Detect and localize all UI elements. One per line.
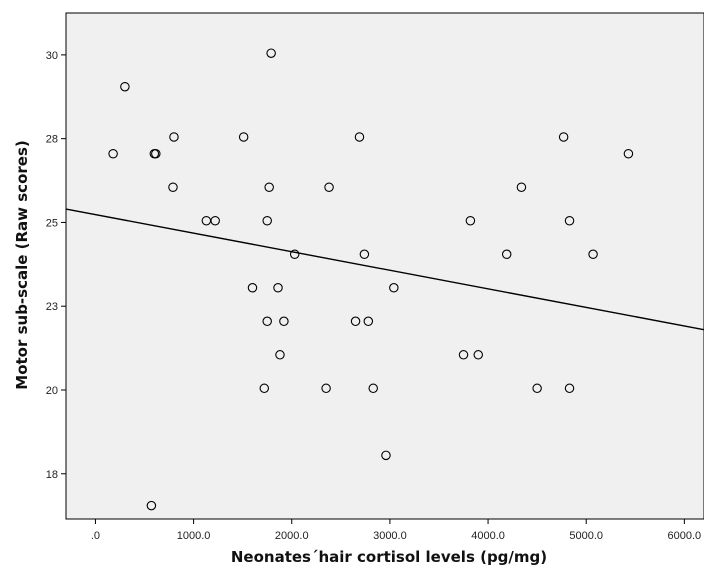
data-point	[473, 350, 483, 360]
x-axis-title: Neonates´hair cortisol levels (pg/mg)	[231, 548, 547, 566]
data-point	[275, 350, 285, 360]
data-point	[169, 132, 179, 142]
data-point	[168, 182, 178, 193]
data-point	[324, 182, 334, 193]
y-axis: 18 20 23 25 28 30	[46, 50, 66, 481]
data-point	[210, 216, 220, 226]
data-point	[259, 383, 270, 394]
data-point	[532, 383, 542, 394]
y-tick-label: 28	[46, 134, 58, 146]
data-point	[588, 249, 598, 260]
data-point	[264, 182, 274, 193]
y-tick-label: 25	[46, 217, 58, 229]
data-point	[350, 316, 361, 327]
data-point	[516, 182, 527, 193]
data-point	[120, 81, 130, 92]
data-point	[262, 216, 272, 226]
data-point	[564, 216, 575, 226]
data-point	[564, 383, 575, 394]
data-point	[273, 283, 283, 293]
data-point	[321, 383, 331, 394]
x-tick-label: 6000.0	[668, 530, 702, 542]
fit-line	[65, 208, 704, 331]
data-point	[262, 316, 272, 327]
data-point	[501, 249, 512, 260]
y-tick-label: 18	[46, 469, 58, 481]
fit-line-group	[65, 208, 704, 331]
y-tick-label: 23	[46, 301, 58, 313]
x-tick-label: 4000.0	[471, 530, 505, 542]
data-point	[381, 450, 391, 461]
plot-background	[65, 12, 704, 520]
data-point	[623, 148, 634, 159]
data-point	[363, 316, 374, 327]
data-point	[359, 249, 370, 260]
y-axis-title: Motor sub-scale (Raw scores)	[13, 140, 31, 389]
x-axis: .0 1000.0 2000.0 3000.0 4000.0 5000.0 6000.0	[91, 519, 701, 542]
x-tick-label: 5000.0	[569, 530, 603, 542]
data-point	[247, 283, 258, 293]
data-point	[289, 249, 300, 260]
data-point	[279, 316, 289, 327]
data-point	[266, 48, 276, 58]
data-point	[558, 132, 569, 142]
data-points	[108, 48, 634, 511]
x-tick-label: 1000.0	[177, 530, 211, 542]
data-point	[354, 132, 365, 142]
y-tick-label: 20	[46, 385, 58, 397]
data-point	[389, 283, 399, 293]
x-tick-label: .0	[91, 530, 100, 542]
y-tick-label: 30	[46, 50, 58, 62]
data-point	[238, 132, 249, 142]
data-point	[108, 148, 118, 159]
data-point	[151, 148, 161, 159]
x-tick-label: 3000.0	[373, 530, 407, 542]
data-point	[458, 350, 469, 360]
data-point	[465, 216, 476, 226]
data-point	[368, 383, 378, 394]
data-point	[146, 500, 157, 511]
x-tick-label: 2000.0	[275, 530, 309, 542]
